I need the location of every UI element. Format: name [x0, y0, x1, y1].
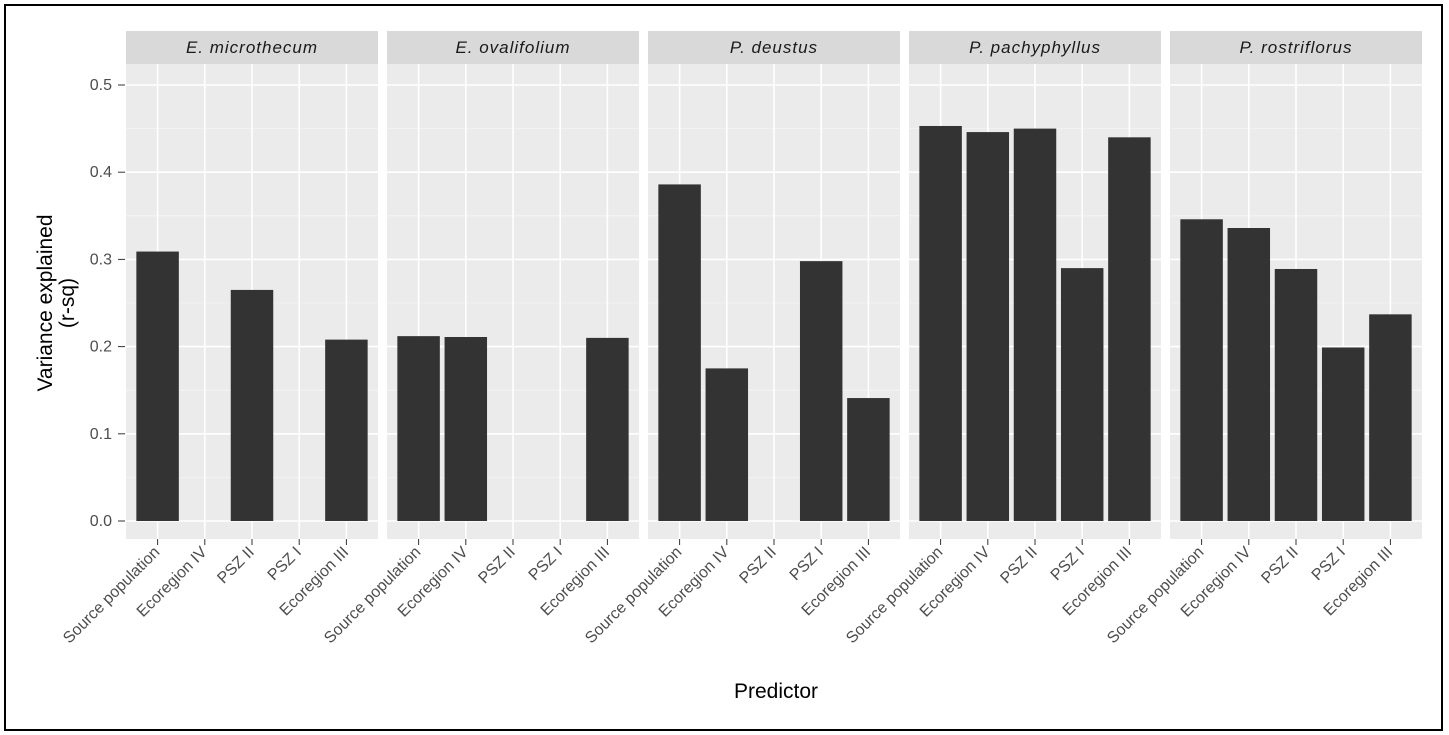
bar — [705, 368, 749, 521]
facet-strip — [126, 31, 378, 64]
x-tick-label: PSZ I — [526, 544, 566, 584]
y-axis-title-line-2: (r-sq) — [56, 278, 79, 328]
bar — [799, 261, 843, 521]
facet-strip — [387, 31, 639, 64]
bar — [1108, 137, 1151, 521]
facet-strip-label: P. rostriflorus — [1240, 38, 1353, 57]
x-axis-title: Predictor — [734, 680, 818, 703]
x-tick-label: PSZ I — [1048, 544, 1088, 584]
bar — [1321, 347, 1365, 521]
bar — [325, 339, 368, 521]
x-tick-label: PSZ II — [1258, 544, 1301, 587]
x-tick-label: PSZ I — [787, 544, 827, 584]
x-tick-label: PSZ II — [214, 544, 257, 587]
bar — [919, 125, 962, 521]
y-tick-label: 0.3 — [90, 251, 112, 268]
bar — [444, 337, 488, 521]
facet-strip-label: P. pachyphyllus — [969, 38, 1101, 57]
y-tick-label: 0.1 — [90, 426, 112, 443]
x-tick-label: PSZ II — [736, 544, 779, 587]
bar — [1369, 314, 1412, 521]
y-tick-label: 0.2 — [90, 339, 112, 356]
x-tick-label: PSZ I — [1309, 544, 1349, 584]
facet-strip-label: E. ovalifolium — [455, 38, 570, 57]
y-tick-label: 0.4 — [90, 164, 112, 181]
bar — [1274, 268, 1318, 521]
bar — [847, 398, 890, 521]
facet-strip-label: E. microthecum — [186, 38, 318, 57]
bar — [1013, 128, 1057, 521]
y-axis-title-line-1: Variance explained — [34, 214, 57, 391]
facet-strip — [1170, 31, 1422, 64]
bar — [658, 184, 701, 521]
bar — [230, 289, 274, 521]
bar — [1180, 219, 1223, 521]
facet-strip — [648, 31, 900, 64]
x-tick-label: PSZ I — [265, 544, 305, 584]
x-tick-label: PSZ II — [997, 544, 1040, 587]
bar — [1227, 228, 1271, 521]
bar — [136, 251, 179, 521]
x-tick-label: PSZ II — [475, 544, 518, 587]
y-tick-label: 0.5 — [90, 77, 112, 94]
bar — [1060, 268, 1104, 521]
facet-strip — [909, 31, 1161, 64]
bar — [966, 132, 1010, 521]
y-tick-label: 0.0 — [90, 513, 112, 530]
bar — [586, 337, 629, 521]
facet-strip-label: P. deustus — [730, 38, 818, 57]
bar — [397, 336, 440, 521]
